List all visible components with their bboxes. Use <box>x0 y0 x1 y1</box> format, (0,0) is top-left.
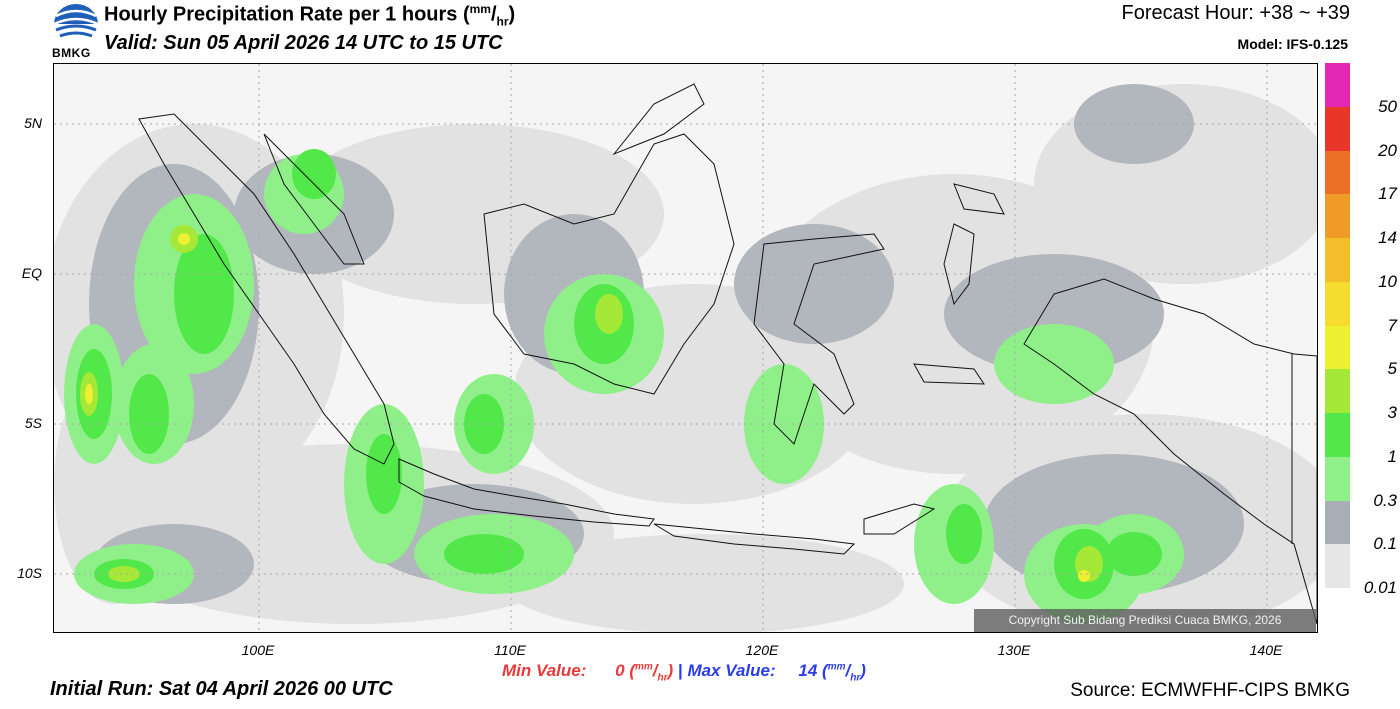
colorbar <box>1325 63 1350 588</box>
colorbar-swatch <box>1325 106 1350 151</box>
colorbar-swatch <box>1325 281 1350 326</box>
chart-title: Hourly Precipitation Rate per 1 hours (m… <box>104 2 516 29</box>
min-max-values: Min Value: 0 (mm/hr) | Max Value: 14 (mm… <box>502 661 866 684</box>
model-name: Model: IFS-0.125 <box>1237 36 1348 52</box>
colorbar-label: 17 <box>1378 184 1397 204</box>
colorbar-swatch <box>1325 194 1350 238</box>
lat-label-5s: 5S <box>24 415 42 431</box>
colorbar-swatch <box>1325 500 1350 545</box>
colorbar-label: 0.1 <box>1373 534 1397 554</box>
colorbar-label: 20 <box>1378 140 1397 160</box>
colorbar-swatch <box>1325 413 1350 457</box>
colorbar-swatch <box>1325 63 1350 107</box>
colorbar-swatch <box>1325 325 1350 370</box>
valid-time: Valid: Sun 05 April 2026 14 UTC to 15 UT… <box>104 32 503 54</box>
colorbar-label: 14 <box>1378 228 1397 247</box>
max-value: 14 <box>798 661 818 680</box>
colorbar-swatch <box>1325 456 1350 501</box>
colorbar-label: 10 <box>1378 271 1397 291</box>
colorbar-label: 7 <box>1387 315 1397 335</box>
colorbar-label: 5 <box>1387 359 1397 379</box>
colorbar-swatch <box>1325 369 1350 413</box>
bmkg-logo <box>53 4 99 38</box>
precipitation-field <box>54 64 1317 632</box>
colorbar-swatch <box>1325 238 1350 282</box>
lat-label-10s: 10S <box>17 565 42 581</box>
lon-label-100e: 100E <box>241 642 275 658</box>
colorbar-label: 0.01 <box>1363 578 1397 597</box>
logo-text: BMKG <box>52 46 91 60</box>
colorbar-swatch <box>1325 544 1350 588</box>
coastlines <box>138 83 1317 625</box>
initial-run: Initial Run: Sat 04 April 2026 00 UTC <box>50 678 393 700</box>
value-separator: | <box>677 661 683 680</box>
max-value-label: Max Value: <box>687 661 776 680</box>
lon-label-110e: 110E <box>494 642 526 658</box>
lat-label-eq: EQ <box>21 265 42 281</box>
copyright-notice: Copyright Sub Bidang Prediksi Cuaca BMKG… <box>974 609 1316 632</box>
lon-label-130e: 130E <box>997 642 1031 658</box>
data-source: Source: ECMWFHF-CIPS BMKG <box>1070 680 1350 701</box>
min-value-label: Min Value: <box>502 661 587 680</box>
lon-label-140e: 140E <box>1249 642 1283 658</box>
colorbar-label: 1 <box>1387 446 1397 466</box>
colorbar-label: 0.3 <box>1373 490 1397 510</box>
precipitation-map <box>53 63 1318 633</box>
lon-label-120e: 120E <box>745 642 779 658</box>
colorbar-label: 3 <box>1387 403 1397 422</box>
colorbar-label: 50 <box>1378 96 1397 116</box>
min-value: 0 <box>615 661 625 680</box>
colorbar-swatch <box>1325 150 1350 195</box>
forecast-hour: Forecast Hour: +38 ~ +39 <box>1121 2 1350 24</box>
lat-label-5n: 5N <box>24 115 42 131</box>
